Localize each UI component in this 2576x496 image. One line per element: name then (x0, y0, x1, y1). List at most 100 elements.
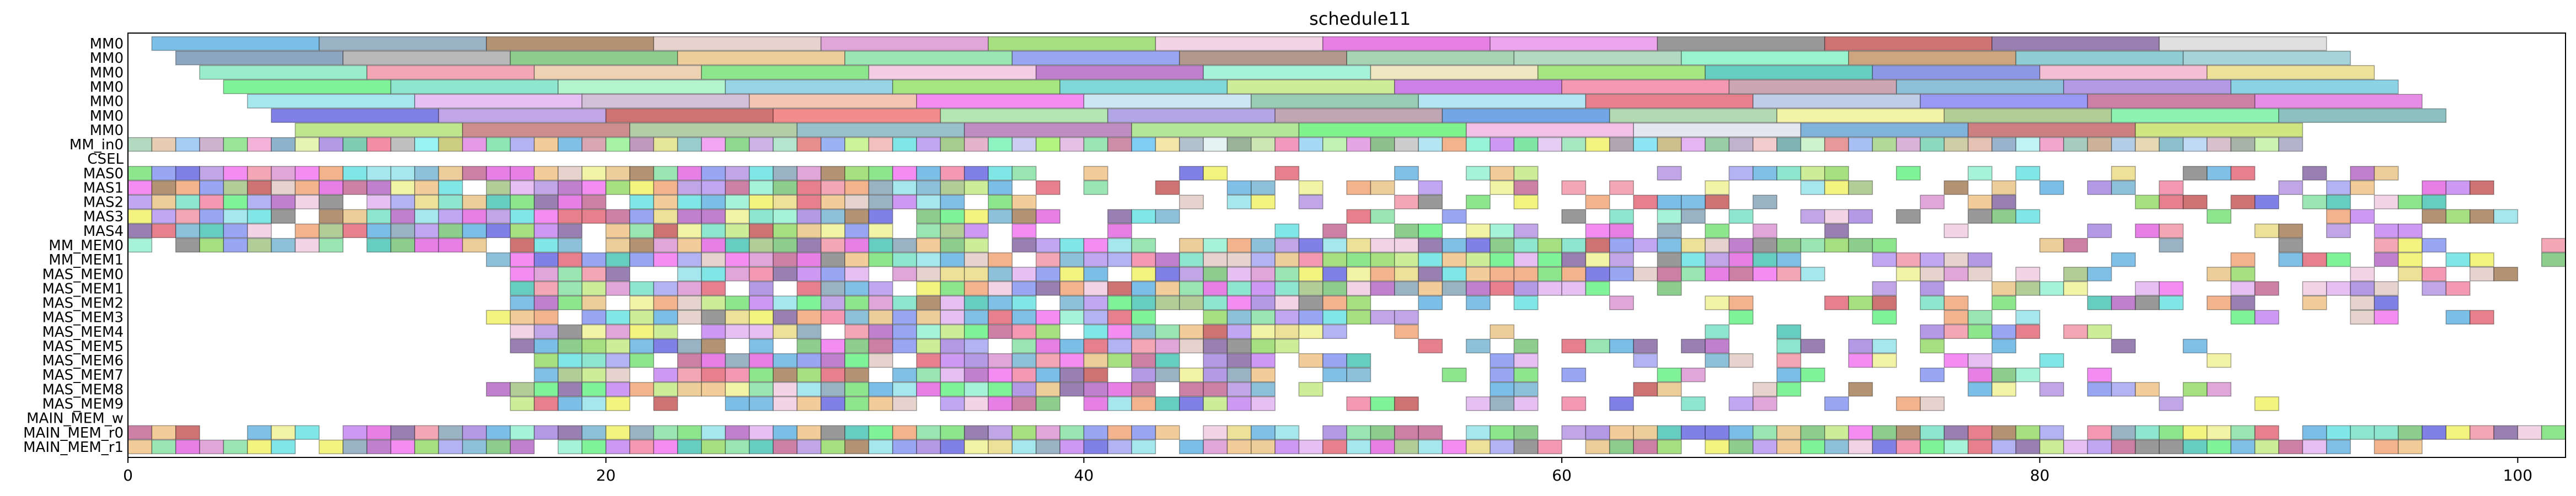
task-bar (1035, 281, 1061, 296)
task-bar (605, 368, 630, 382)
task-bar (1011, 382, 1037, 397)
task-bar (1059, 267, 1085, 282)
task-bar (2278, 180, 2304, 195)
task-bar (892, 267, 917, 282)
task-bar (390, 137, 415, 152)
task-bar (1227, 353, 1252, 368)
task-bar (1848, 338, 1873, 354)
task-bar (2326, 252, 2351, 267)
task-bar (1561, 425, 1587, 440)
task-bar (533, 195, 559, 209)
task-bar (1011, 195, 1037, 209)
task-bar (366, 223, 392, 239)
task-bar (1848, 382, 1873, 397)
task-bar (725, 425, 750, 440)
task-bar (462, 209, 487, 224)
task-bar (2350, 310, 2375, 325)
task-bar (916, 425, 941, 440)
task-bar (510, 338, 535, 354)
task-bar (486, 223, 511, 239)
x-tick-label: 60 (1552, 466, 1572, 484)
task-bar (605, 439, 630, 455)
task-bar (629, 310, 655, 325)
task-bar (2445, 252, 2471, 267)
task-bar (1561, 252, 1587, 267)
task-bar (533, 368, 559, 382)
task-bar (342, 137, 368, 152)
task-bar (1394, 79, 1562, 94)
task-bar (1943, 137, 1969, 152)
task-bar (1274, 425, 1300, 440)
task-bar (2207, 382, 2232, 397)
task-bar (1705, 195, 1730, 209)
task-bar (2063, 324, 2088, 339)
task-bar (1824, 137, 1849, 152)
task-bar (1227, 295, 1252, 310)
task-bar (1967, 209, 1993, 224)
task-bar (1059, 353, 1085, 368)
task-bar (533, 238, 559, 253)
task-bar (1967, 195, 1993, 209)
task-bar (1537, 439, 1562, 455)
task-bar (1298, 180, 1324, 195)
task-bar (1800, 122, 1969, 138)
task-bar (2111, 295, 2136, 310)
task-bar (1490, 252, 1515, 267)
task-bar (1490, 166, 1515, 181)
task-bar (2207, 295, 2232, 310)
task-bar (1394, 425, 1419, 440)
task-bar (581, 166, 607, 181)
task-bar (1227, 338, 1252, 354)
task-bar (1418, 180, 1443, 195)
task-bar (940, 137, 965, 152)
task-bar (438, 108, 607, 123)
task-bar (725, 368, 750, 382)
task-bar (1322, 353, 1347, 368)
task-bar (629, 425, 655, 440)
task-bar (773, 195, 798, 209)
task-bar (892, 238, 917, 253)
task-bar (558, 295, 583, 310)
task-bar (940, 267, 965, 282)
task-bar (1179, 439, 1204, 455)
task-bar (1465, 137, 1491, 152)
task-bar (1561, 281, 1587, 296)
task-bar (1967, 382, 1993, 397)
task-bar (844, 281, 870, 296)
task-bar (390, 223, 415, 239)
task-bar (2278, 108, 2447, 123)
task-bar (2111, 166, 2136, 181)
task-bar (1442, 108, 1610, 123)
task-bar (1203, 425, 1228, 440)
task-bar (127, 195, 153, 209)
task-bar (1465, 396, 1491, 411)
task-bar (2445, 310, 2471, 325)
task-bar (1513, 425, 1539, 440)
task-bar (701, 425, 726, 440)
task-bar (1776, 252, 1802, 267)
task-bar (1298, 195, 1324, 209)
row-label: MM0 (90, 50, 124, 67)
task-bar (1490, 238, 1515, 253)
row-label: MAS1 (83, 180, 124, 196)
task-bar (438, 209, 463, 224)
task-bar (748, 267, 774, 282)
row-label: MAIN_MEM_r0 (23, 425, 124, 441)
task-bar (1967, 137, 1993, 152)
task-bar (2135, 223, 2160, 239)
row-label: MAS_MEM6 (42, 353, 124, 369)
task-bar (605, 166, 630, 181)
task-bar (725, 137, 750, 152)
task-bar (1465, 195, 1491, 209)
task-bar (2039, 439, 2064, 455)
task-bar (533, 65, 702, 80)
task-bar (390, 439, 415, 455)
row-label: MM_MEM0 (49, 238, 124, 254)
task-bar (1657, 267, 1682, 282)
task-bar (1203, 310, 1228, 325)
task-bar (1250, 180, 1276, 195)
task-bar (1657, 382, 1682, 397)
task-bar (773, 209, 798, 224)
task-bar (175, 137, 200, 152)
task-bar (533, 137, 559, 152)
